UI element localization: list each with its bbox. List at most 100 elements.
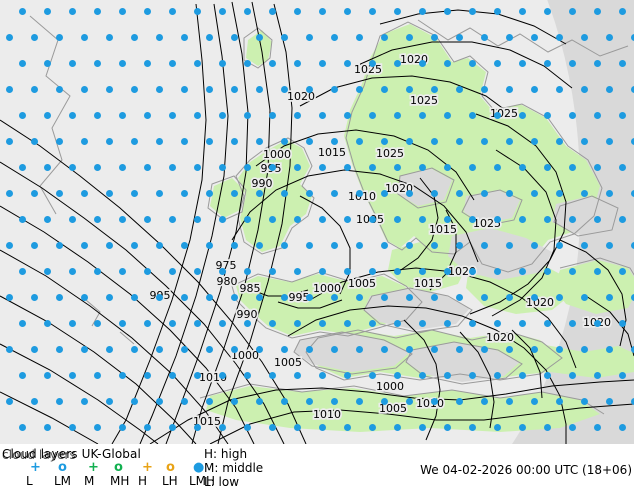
station-observation-dot [394,268,401,275]
station-observation-dot [344,372,351,379]
cloud-layer-symbol-lmh: ● [193,460,205,475]
station-observation-dot [406,86,413,93]
station-observation-dot [469,164,476,171]
legend-key-high: H: high [204,447,248,461]
station-observation-dot [6,346,13,353]
station-observation-dot [231,190,238,197]
station-observation-dot [381,346,388,353]
station-observation-dot [231,398,238,405]
station-observation-dot [119,268,126,275]
station-observation-dot [294,164,301,171]
station-observation-dot [394,216,401,223]
station-observation-dot [294,372,301,379]
station-observation-dot [306,294,313,301]
isobar-label: 1000 [231,349,259,362]
station-observation-dot [431,294,438,301]
station-observation-dot [344,268,351,275]
cloud-layer-label-lh: LH [162,474,178,488]
station-observation-dot [481,242,488,249]
isobar-label-halo: 1000 [263,148,291,161]
station-observation-dot [131,86,138,93]
station-observation-dot [594,372,601,379]
station-observation-dot [394,320,401,327]
station-observation-dot [119,8,126,15]
station-observation-dot [156,86,163,93]
station-observation-dot [106,138,113,145]
station-observation-dot [344,320,351,327]
station-observation-dot [369,320,376,327]
isobar-label: 1020 [287,90,315,103]
station-observation-dot [456,34,463,41]
station-observation-dot [119,372,126,379]
station-observation-dot [306,242,313,249]
isobar-contours [0,2,634,444]
isobar-label: 1000 [263,148,291,161]
station-observation-dot [231,86,238,93]
station-observation-dot [631,242,634,249]
station-observation-dot [206,242,213,249]
station-observation-dot [494,60,501,67]
cloud-layer-label-lm: LM [54,474,72,488]
station-observation-dot [156,190,163,197]
station-observation-dot [44,164,51,171]
station-observation-dot [31,346,38,353]
station-observation-dot [581,138,588,145]
station-observation-dot [319,60,326,67]
station-observation-dot [456,86,463,93]
station-observation-dot [444,8,451,15]
station-observation-dot [481,294,488,301]
station-observation-dot [19,8,26,15]
station-observation-dot [206,294,213,301]
station-observation-dot [494,320,501,327]
station-observation-dot [131,190,138,197]
isobar-label-halo: 1020 [486,331,514,344]
station-observation-dot [256,86,263,93]
station-observation-dot [244,320,251,327]
map-canvas[interactable]: 1025 1025 1020 1020 1020 1020 1025 1025 1025 1025… [0,0,634,444]
station-observation-dot [306,346,313,353]
station-observation-dot [156,138,163,145]
station-observation-dot [531,294,538,301]
station-observation-dot [219,164,226,171]
isobar-label: 1010 [348,190,376,203]
station-observation-dot [94,60,101,67]
station-observation-dot [256,346,263,353]
station-observation-dot [94,320,101,327]
station-observation-dot [469,372,476,379]
station-observation-dot [281,346,288,353]
isobar-label: 1005 [379,402,407,415]
station-observation-dot [594,216,601,223]
isobar-label: 1015 [414,277,442,290]
cloud-layer-symbol-mh: o [114,460,123,475]
cloud-layer-symbol-m: + [88,460,99,475]
station-observation-dot [394,112,401,119]
station-observation-dot [506,346,513,353]
station-observation-dot [206,34,213,41]
station-observation-dot [219,424,226,431]
station-observation-dot [581,242,588,249]
station-observation-dot [231,242,238,249]
station-observation-dot [631,346,634,353]
station-observation-dot [19,164,26,171]
station-observation-dot [319,424,326,431]
station-observation-dot [181,190,188,197]
station-observation-dot [456,398,463,405]
station-observation-dot [356,190,363,197]
station-observation-dot [356,86,363,93]
station-observation-dot [256,294,263,301]
station-observation-dot [319,8,326,15]
isobar-label: 1015 [318,146,346,159]
station-observation-dot [569,8,576,15]
station-observation-dot [369,60,376,67]
station-observation-dot [581,294,588,301]
station-observation-dot [194,320,201,327]
inland-grey-areas [294,168,616,382]
station-observation-dot [419,216,426,223]
isobar-label: 985 [240,282,261,295]
station-observation-dot [319,164,326,171]
station-observation-dot [381,398,388,405]
station-observation-dot [206,398,213,405]
station-observation-dot [6,294,13,301]
station-observation-dot [531,346,538,353]
